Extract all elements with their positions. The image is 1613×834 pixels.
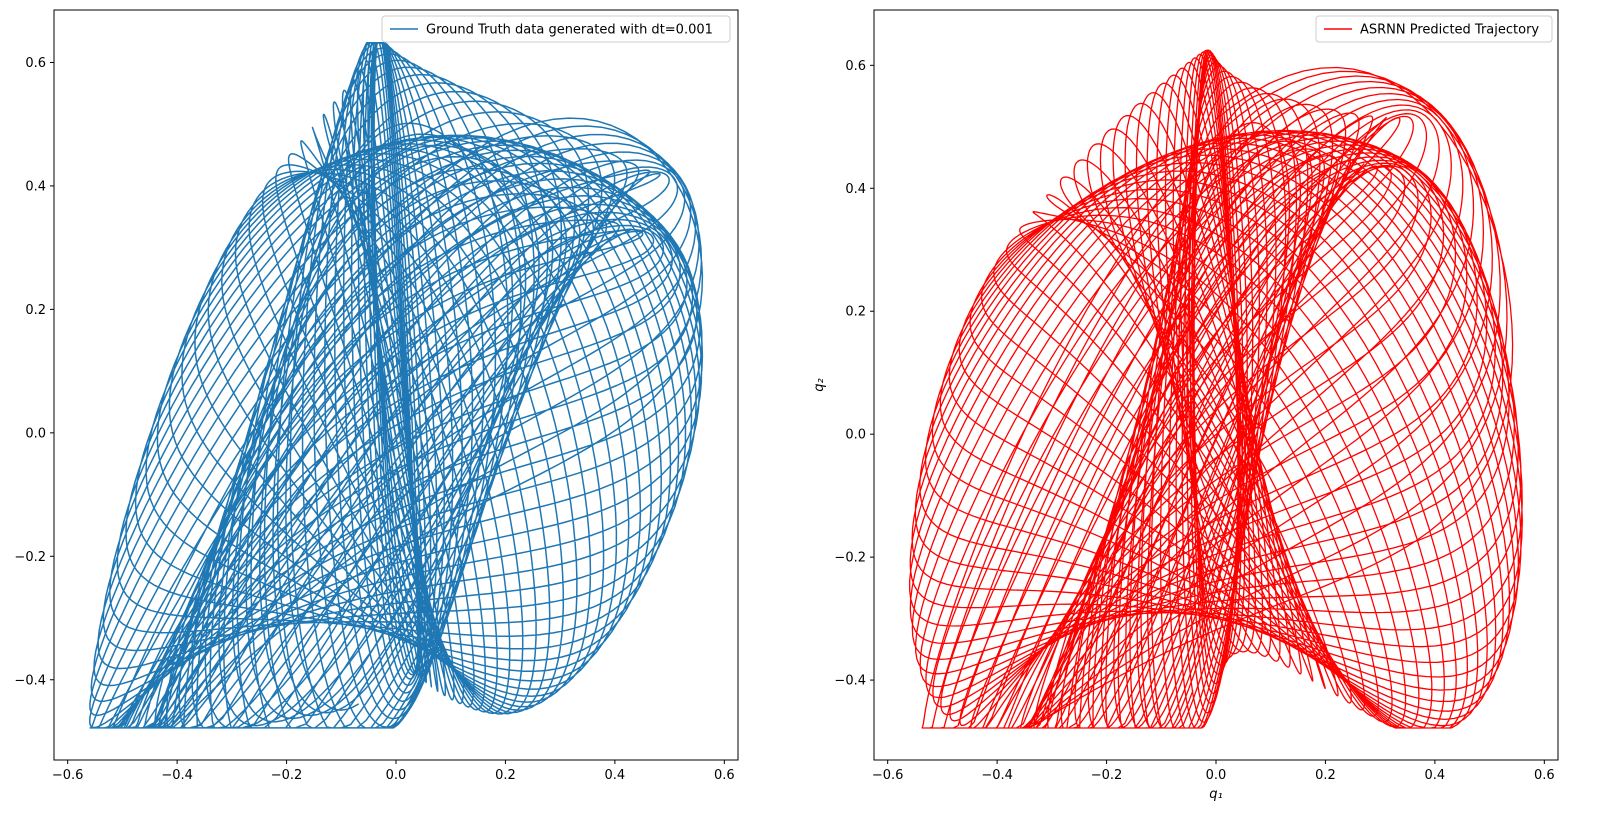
right-y-axis-label: q₂ [812,378,827,391]
x-tick-label: −0.4 [981,768,1013,783]
left-legend-box [381,15,731,43]
y-tick-label: 0.2 [25,303,46,318]
x-tick-label: 0.4 [605,768,626,783]
right-chart-panel: −0.6 −0.4 −0.2 0.0 0.2 0.4 0.6 −0.4 −0.2 0.0 0.2 0… [812,9,1559,802]
right-legend-box [1315,15,1553,43]
x-tick-label: −0.6 [52,768,84,783]
y-tick-label: 0.0 [25,426,46,441]
y-tick-label: −0.4 [834,674,866,689]
right-x-ticks: −0.6 −0.4 −0.2 0.0 0.2 0.4 0.6 [872,760,1555,783]
x-tick-label: 0.6 [714,768,735,783]
left-legend-label: Ground Truth data generated with dt=0.00… [426,23,713,38]
y-tick-label: −0.4 [14,673,46,688]
x-tick-label: −0.4 [161,768,193,783]
left-series-line [88,41,704,729]
right-y-ticks: −0.4 −0.2 0.0 0.2 0.4 0.6 [834,59,874,689]
right-legend-label: ASRNN Predicted Trajectory [1360,23,1539,38]
y-tick-label: 0.4 [845,182,866,197]
left-plot-area [88,41,704,729]
y-tick-label: 0.6 [25,56,46,71]
right-plot-area [909,49,1523,729]
x-tick-label: 0.0 [1206,768,1227,783]
x-tick-label: −0.2 [271,768,303,783]
y-tick-label: 0.4 [25,179,46,194]
y-tick-label: −0.2 [14,550,46,565]
x-tick-label: −0.6 [872,768,904,783]
y-tick-label: 0.0 [845,428,866,443]
right-series-line [909,49,1523,729]
x-tick-label: 0.2 [1315,768,1336,783]
right-x-axis-label: q₁ [1209,787,1222,802]
x-tick-label: 0.2 [495,768,516,783]
x-tick-label: −0.2 [1091,768,1123,783]
left-legend: Ground Truth data generated with dt=0.00… [381,15,731,43]
x-tick-label: 0.6 [1534,768,1555,783]
y-tick-label: −0.2 [834,551,866,566]
left-x-ticks: −0.6 −0.4 −0.2 0.0 0.2 0.4 0.6 [52,760,735,783]
x-tick-label: 0.0 [386,768,407,783]
left-chart-panel: −0.6 −0.4 −0.2 0.0 0.2 0.4 0.6 −0.4 −0.2 0.0 0.2 0… [14,9,739,783]
right-legend: ASRNN Predicted Trajectory [1315,15,1553,43]
x-tick-label: 0.4 [1425,768,1446,783]
left-y-ticks: −0.4 −0.2 0.0 0.2 0.4 0.6 [14,56,54,688]
y-tick-label: 0.6 [845,59,866,74]
y-tick-label: 0.2 [845,305,866,320]
